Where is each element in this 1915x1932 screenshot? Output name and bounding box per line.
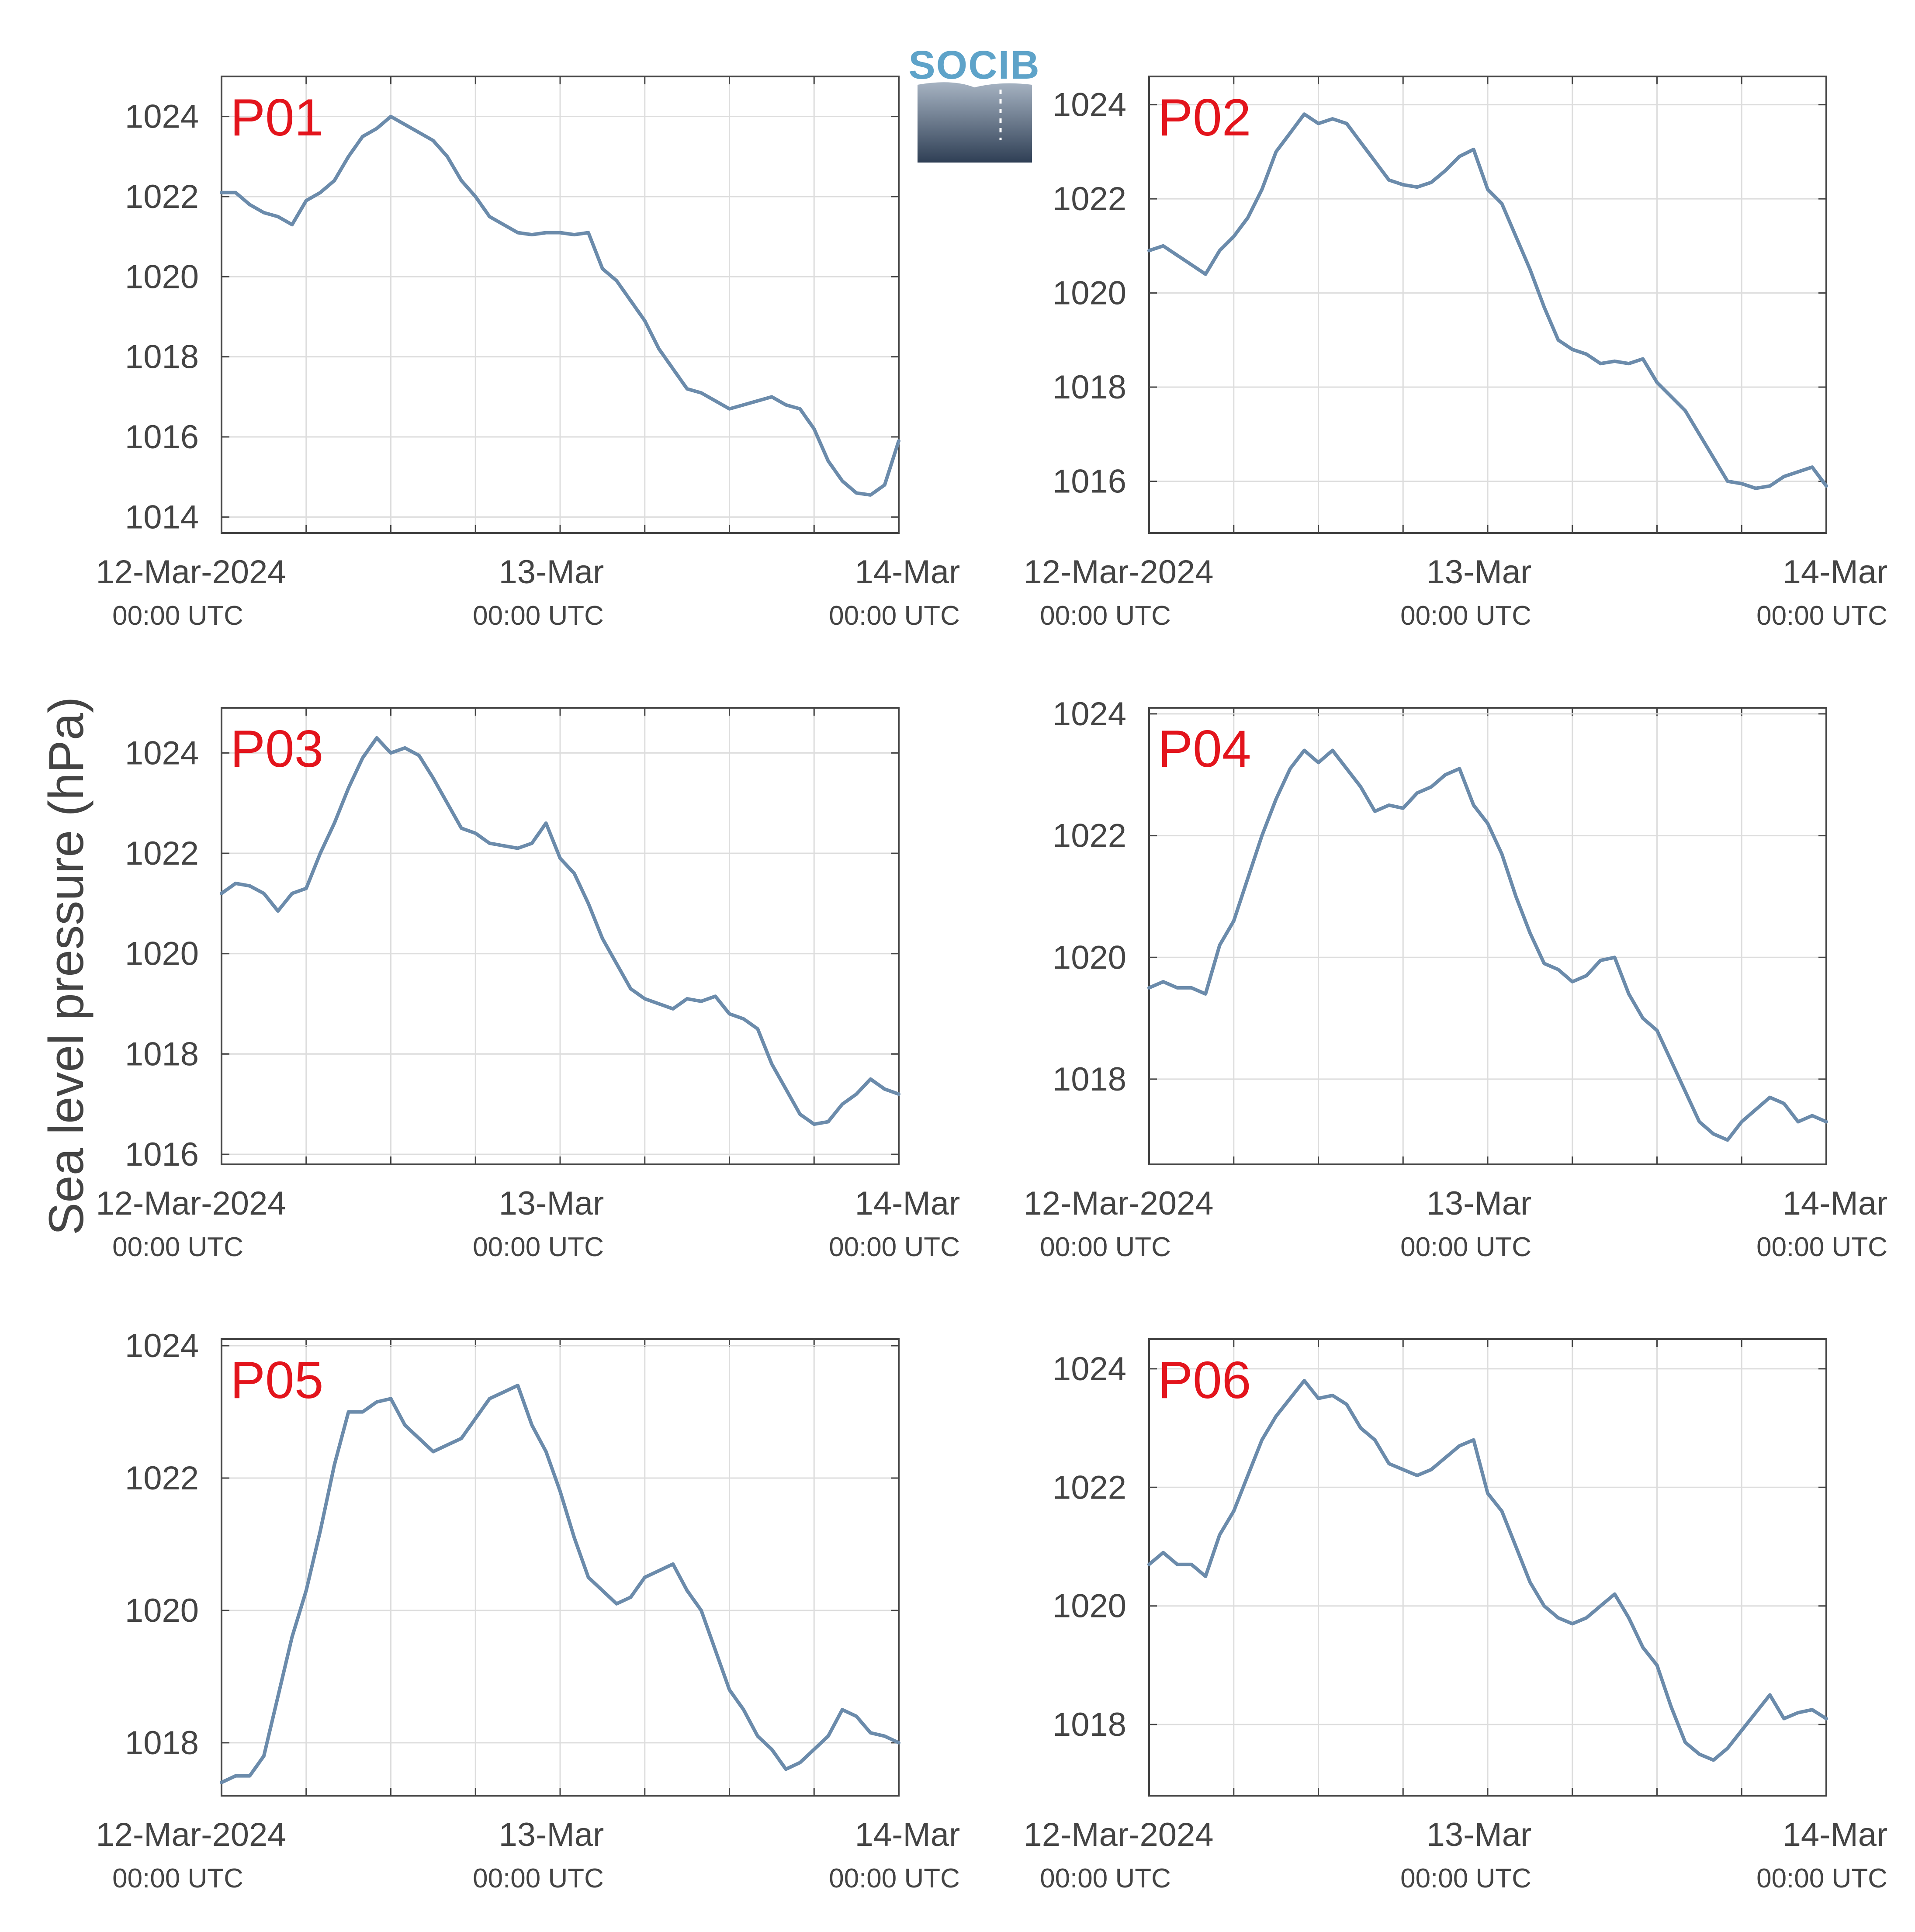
y-tick-label: 1018 xyxy=(1053,1061,1126,1098)
x-tick-label: 12-Mar-2024 xyxy=(1023,554,1213,591)
panel-p04: 1018 1020 1022 1024 P04 12-Mar-2024 00:00 UTC 1… xyxy=(1023,696,1887,1262)
x-tick-sublabel: 00:00 UTC xyxy=(1756,1863,1887,1894)
series-line-p02 xyxy=(1147,112,1828,490)
y-tick-label: 1018 xyxy=(1053,369,1126,406)
y-tick-label: 1016 xyxy=(125,1136,199,1173)
x-tick-label: 14-Mar xyxy=(855,1185,960,1222)
x-tick-sublabel: 00:00 UTC xyxy=(829,1232,960,1262)
y-axis-label: Sea level pressure (hPa) xyxy=(39,697,93,1236)
x-tick-sublabel: 00:00 UTC xyxy=(1400,601,1531,631)
x-tick-label: 13-Mar xyxy=(1427,554,1532,591)
x-tick-label: 13-Mar xyxy=(499,554,604,591)
x-tick-sublabel: 00:00 UTC xyxy=(112,1232,243,1262)
x-tick-label: 13-Mar xyxy=(1427,1185,1532,1222)
y-tick-label: 1024 xyxy=(1053,696,1126,733)
y-tick-label: 1020 xyxy=(125,1592,199,1629)
x-tick-sublabel: 00:00 UTC xyxy=(1756,601,1887,631)
y-tick-label: 1022 xyxy=(125,178,199,215)
x-tick-sublabel: 00:00 UTC xyxy=(112,601,243,631)
y-tick-label: 1022 xyxy=(1053,180,1126,218)
y-tick-label: 1020 xyxy=(1053,1588,1126,1625)
panel-label: P02 xyxy=(1158,88,1251,147)
plot-frame xyxy=(1148,707,1827,1165)
y-tick-label: 1014 xyxy=(125,499,199,536)
y-tick-label: 1024 xyxy=(125,1327,199,1364)
socib-logo: SOCIB xyxy=(908,43,1040,163)
panel-p03: 1016 1018 1020 1022 1024 P03 12-Mar-2024 00:00 … xyxy=(96,707,960,1262)
y-tick-label: 1020 xyxy=(125,258,199,295)
panel-p05: 1018 1020 1022 1024 P05 12-Mar-2024 00:00 UTC 1… xyxy=(96,1327,960,1894)
x-tick-label: 14-Mar xyxy=(1783,1816,1888,1853)
x-tick-sublabel: 00:00 UTC xyxy=(1040,1863,1171,1894)
x-tick-label: 14-Mar xyxy=(855,1816,960,1853)
x-tick-sublabel: 00:00 UTC xyxy=(1040,1232,1171,1262)
x-tick-sublabel: 00:00 UTC xyxy=(473,1232,604,1262)
x-tick-label: 13-Mar xyxy=(1427,1816,1532,1853)
x-tick-sublabel: 00:00 UTC xyxy=(829,601,960,631)
y-tick-label: 1016 xyxy=(125,419,199,456)
y-tick-label: 1018 xyxy=(125,1035,199,1073)
x-tick-label: 13-Mar xyxy=(499,1185,604,1222)
y-tick-label: 1024 xyxy=(1053,1350,1126,1388)
y-tick-label: 1016 xyxy=(1053,463,1126,500)
x-tick-label: 12-Mar-2024 xyxy=(96,1185,286,1222)
x-tick-label: 14-Mar xyxy=(1783,1185,1888,1222)
plot-frame xyxy=(221,1338,900,1797)
x-tick-sublabel: 00:00 UTC xyxy=(112,1863,243,1894)
x-tick-sublabel: 00:00 UTC xyxy=(1756,1232,1887,1262)
x-tick-sublabel: 00:00 UTC xyxy=(473,601,604,631)
panel-label: P01 xyxy=(230,88,324,147)
plot-frame xyxy=(1148,76,1827,534)
y-tick-label: 1022 xyxy=(125,835,199,872)
x-tick-sublabel: 00:00 UTC xyxy=(473,1863,604,1894)
logo-water-block xyxy=(918,82,1032,163)
panel-label: P04 xyxy=(1158,720,1251,778)
x-tick-label: 14-Mar xyxy=(855,554,960,591)
panel-p06: 1018 1020 1022 1024 P06 12-Mar-2024 00:00 UTC 1… xyxy=(1023,1338,1888,1894)
panel-label: P06 xyxy=(1158,1351,1251,1409)
x-tick-sublabel: 00:00 UTC xyxy=(1400,1232,1531,1262)
panel-label: P05 xyxy=(230,1351,324,1409)
logo-text: SOCIB xyxy=(908,43,1040,87)
plot-frame xyxy=(221,76,900,534)
x-tick-label: 13-Mar xyxy=(499,1816,604,1853)
y-tick-label: 1018 xyxy=(125,1724,199,1762)
x-tick-label: 14-Mar xyxy=(1783,554,1888,591)
panel-p01: 1014 1016 1018 1020 1022 1024 P01 12-Mar-2024 00… xyxy=(96,76,960,631)
y-tick-label: 1024 xyxy=(125,98,199,135)
y-tick-label: 1018 xyxy=(125,339,199,376)
y-tick-label: 1024 xyxy=(1053,87,1126,124)
plot-frame xyxy=(221,707,900,1165)
series-line-p03 xyxy=(220,736,900,1126)
y-tick-label: 1020 xyxy=(1053,939,1126,976)
plot-frame xyxy=(1148,1338,1827,1797)
x-tick-label: 12-Mar-2024 xyxy=(1023,1816,1213,1853)
panel-p02: 1016 1018 1020 1022 1024 P02 12-Mar-2024 00:00 … xyxy=(1023,76,1887,631)
series-line-p05 xyxy=(220,1384,900,1784)
x-tick-label: 12-Mar-2024 xyxy=(96,554,286,591)
x-tick-sublabel: 00:00 UTC xyxy=(829,1863,960,1894)
x-tick-sublabel: 00:00 UTC xyxy=(1040,601,1171,631)
series-line-p01 xyxy=(220,114,900,497)
y-tick-label: 1024 xyxy=(125,734,199,772)
y-tick-label: 1022 xyxy=(1053,817,1126,855)
y-tick-label: 1022 xyxy=(1053,1469,1126,1506)
series-line-p06 xyxy=(1147,1379,1828,1762)
x-tick-sublabel: 00:00 UTC xyxy=(1400,1863,1531,1894)
y-tick-label: 1020 xyxy=(1053,275,1126,312)
x-tick-label: 12-Mar-2024 xyxy=(96,1816,286,1853)
x-tick-label: 12-Mar-2024 xyxy=(1023,1185,1213,1222)
y-tick-label: 1018 xyxy=(1053,1706,1126,1743)
panel-label: P03 xyxy=(230,720,324,778)
series-line-p04 xyxy=(1147,748,1828,1142)
y-tick-label: 1020 xyxy=(125,935,199,973)
y-tick-label: 1022 xyxy=(125,1460,199,1497)
